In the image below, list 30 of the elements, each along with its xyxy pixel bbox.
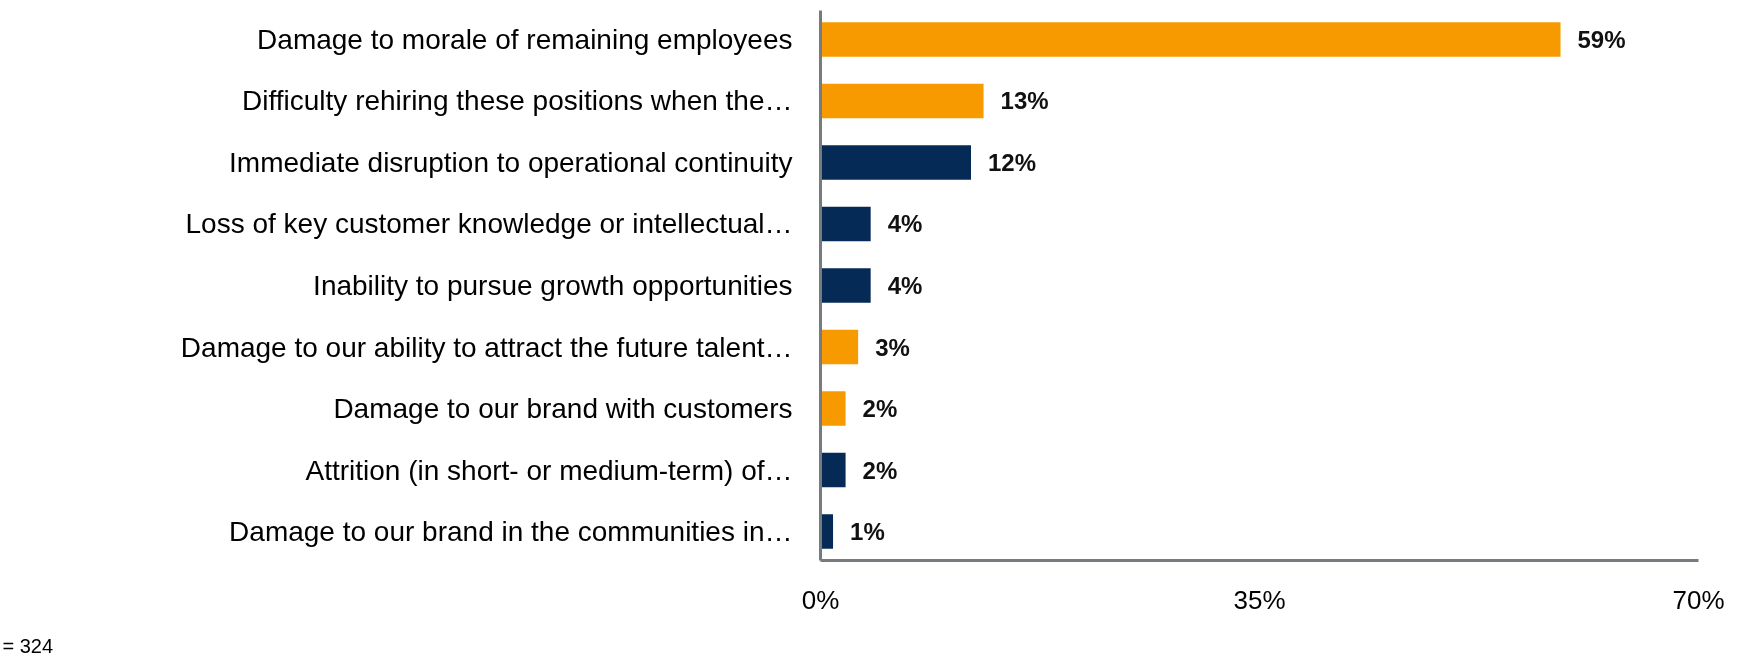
data-label: 59% <box>1577 25 1626 53</box>
bar <box>820 268 871 303</box>
y-tick-label: Difficulty rehiring these positions when the… <box>242 85 793 117</box>
y-tick-label: Inability to pursue growth opportunities <box>313 270 793 301</box>
bar <box>820 391 846 426</box>
bar <box>820 329 859 365</box>
x-tick-label: 0% <box>801 584 840 615</box>
data-label: 2% <box>862 456 898 484</box>
y-tick-label: Immediate disruption to operational continuity <box>229 146 793 178</box>
data-label: 12% <box>988 148 1037 176</box>
bar <box>820 83 984 119</box>
data-label: 3% <box>875 333 910 361</box>
y-tick-label: Damage to our brand in the communities in… <box>229 516 793 548</box>
y-tick-label: Loss of key customer knowledge or intellectual… <box>185 208 793 240</box>
x-tick-label: 35% <box>1233 584 1286 615</box>
y-tick-label: Damage to morale of remaining employees <box>257 23 793 55</box>
bar <box>820 145 972 180</box>
x-tick-label: 70% <box>1672 584 1725 615</box>
bar <box>820 206 871 242</box>
data-label: 4% <box>887 272 923 299</box>
data-label: 2% <box>862 395 898 423</box>
data-label: 1% <box>850 518 885 546</box>
y-tick-label: Damage to our brand with customers <box>333 393 793 425</box>
bar <box>820 22 1561 57</box>
bar <box>820 452 846 488</box>
text: = 324 <box>2 634 54 657</box>
data-label: 13% <box>1000 87 1049 115</box>
data-label: 4% <box>887 210 923 238</box>
y-tick-label: Attrition (in short- or medium-term) of… <box>305 454 793 486</box>
y-tick-label: Damage to our ability to attract the future talent… <box>180 331 793 363</box>
